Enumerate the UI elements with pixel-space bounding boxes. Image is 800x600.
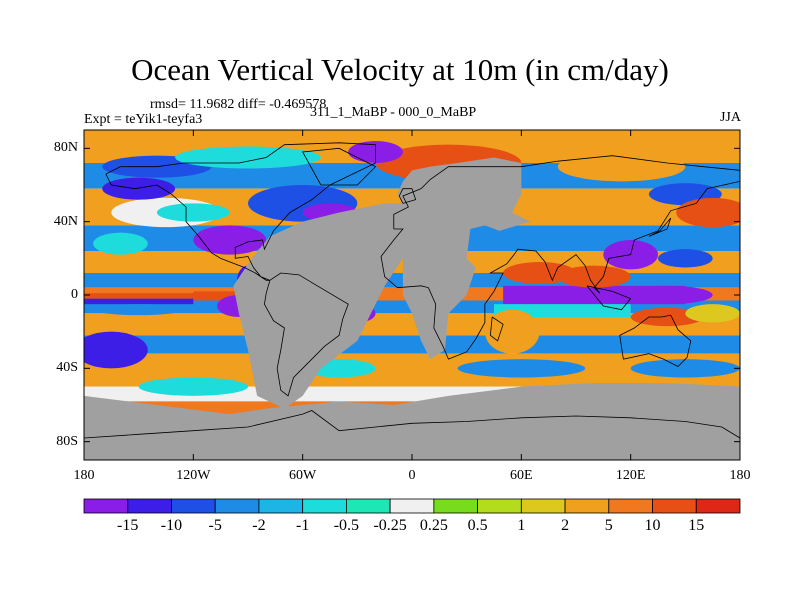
colorbar-swatch: [520, 498, 566, 514]
lon-tick-label: 120W: [176, 468, 211, 483]
colorbar-label: 0.5: [467, 517, 488, 534]
colorbar-label: -5: [208, 517, 222, 534]
experiment-label: Expt = teYik1-teyfa3: [84, 112, 203, 127]
lon-tick-label: 60E: [510, 468, 533, 483]
field-patch: [557, 152, 686, 182]
field-patch: [484, 309, 540, 354]
lon-tick-label: 180: [729, 468, 751, 483]
field-patch: [102, 177, 176, 200]
difference-label: 311_1_MaBP - 000_0_MaBP: [310, 105, 477, 120]
colorbar-swatch: [83, 498, 129, 514]
colorbar-swatch: [695, 498, 741, 514]
field-patch: [557, 265, 631, 288]
field-patch: [685, 304, 740, 323]
rmsd-stats: rmsd= 11.9682 diff= -0.469578: [150, 97, 327, 112]
colorbar-swatch: [608, 498, 653, 514]
colorbar-label: -15: [117, 517, 139, 534]
colorbar: [83, 498, 741, 514]
field-patch: [676, 197, 740, 228]
colorbar-label: 2: [561, 517, 570, 534]
field-patch: [630, 359, 740, 378]
colorbar-swatch: [258, 498, 304, 514]
coastline-segment: [619, 314, 692, 367]
colorbar-label: -1: [295, 517, 310, 534]
colorbar-label: 0.25: [419, 517, 448, 534]
field-patch: [84, 293, 230, 299]
lat-tick-label: 0: [71, 287, 78, 302]
field-patch: [93, 232, 148, 255]
field-patch: [457, 359, 586, 378]
land-mass: [84, 383, 740, 460]
land-mass: [397, 157, 531, 360]
field-patch: [494, 304, 631, 317]
colorbar-label: 1: [517, 517, 526, 534]
colorbar-swatch: [345, 498, 391, 514]
field-patch: [138, 377, 248, 396]
field-patch: [84, 335, 740, 354]
coastline-segment: [586, 285, 632, 311]
colorbar-swatch: [389, 498, 435, 514]
lat-tick-label: 80S: [56, 433, 78, 449]
lat-tick-label: 40S: [56, 360, 78, 376]
field-patch: [621, 285, 713, 305]
coastline: [84, 142, 740, 439]
map-field: [84, 130, 740, 460]
chart-title: Ocean Vertical Velocity at 10m (in cm/da…: [131, 52, 669, 87]
lat-tick-label: 40N: [53, 213, 78, 229]
colorbar-label: 5: [604, 517, 613, 534]
field-patch: [193, 225, 267, 255]
coastline-segment: [380, 155, 740, 360]
colorbar-label: -0.25: [373, 517, 407, 534]
field-patch: [175, 146, 321, 169]
lon-tick-label: 60W: [289, 468, 317, 483]
lon-tick-label: 120E: [615, 468, 646, 483]
coastline-segment: [84, 410, 740, 439]
field-patch: [84, 331, 148, 369]
colorbar-swatch: [477, 498, 522, 514]
coastline-segment: [302, 147, 377, 186]
lon-tick-label: 180: [73, 468, 95, 483]
lon-tick-label: 0: [408, 468, 416, 483]
colorbar-swatch: [127, 498, 172, 514]
field-patch: [84, 298, 194, 305]
field-patch: [658, 249, 713, 268]
field-patch: [156, 203, 230, 222]
colorbar-swatch: [171, 498, 216, 514]
coastline-segment: [398, 188, 417, 204]
colorbar-swatch: [564, 498, 610, 514]
coastline-segment: [263, 272, 349, 397]
colorbar-label: 10: [644, 517, 661, 534]
land-mass: [233, 203, 412, 409]
season-label: JJA: [719, 110, 741, 125]
field-patch: [630, 307, 704, 327]
axis-tick-marks: [83, 130, 741, 460]
coastline-segment: [105, 142, 376, 281]
colorbar-label: -0.5: [333, 517, 360, 534]
colorbar-swatch: [214, 498, 260, 514]
colorbar-swatch: [433, 498, 479, 514]
colorbar-label: -2: [252, 517, 266, 534]
colorbar-swatch: [652, 498, 697, 514]
lat-tick-label: 80N: [53, 140, 78, 156]
colorbar-label: -10: [160, 517, 183, 534]
field-patch: [193, 291, 267, 301]
colorbar-label: 15: [688, 517, 705, 534]
colorbar-swatch: [302, 498, 347, 514]
coastline-segment: [489, 316, 504, 342]
coastline-segment: [648, 217, 672, 237]
field-patch: [93, 304, 185, 316]
